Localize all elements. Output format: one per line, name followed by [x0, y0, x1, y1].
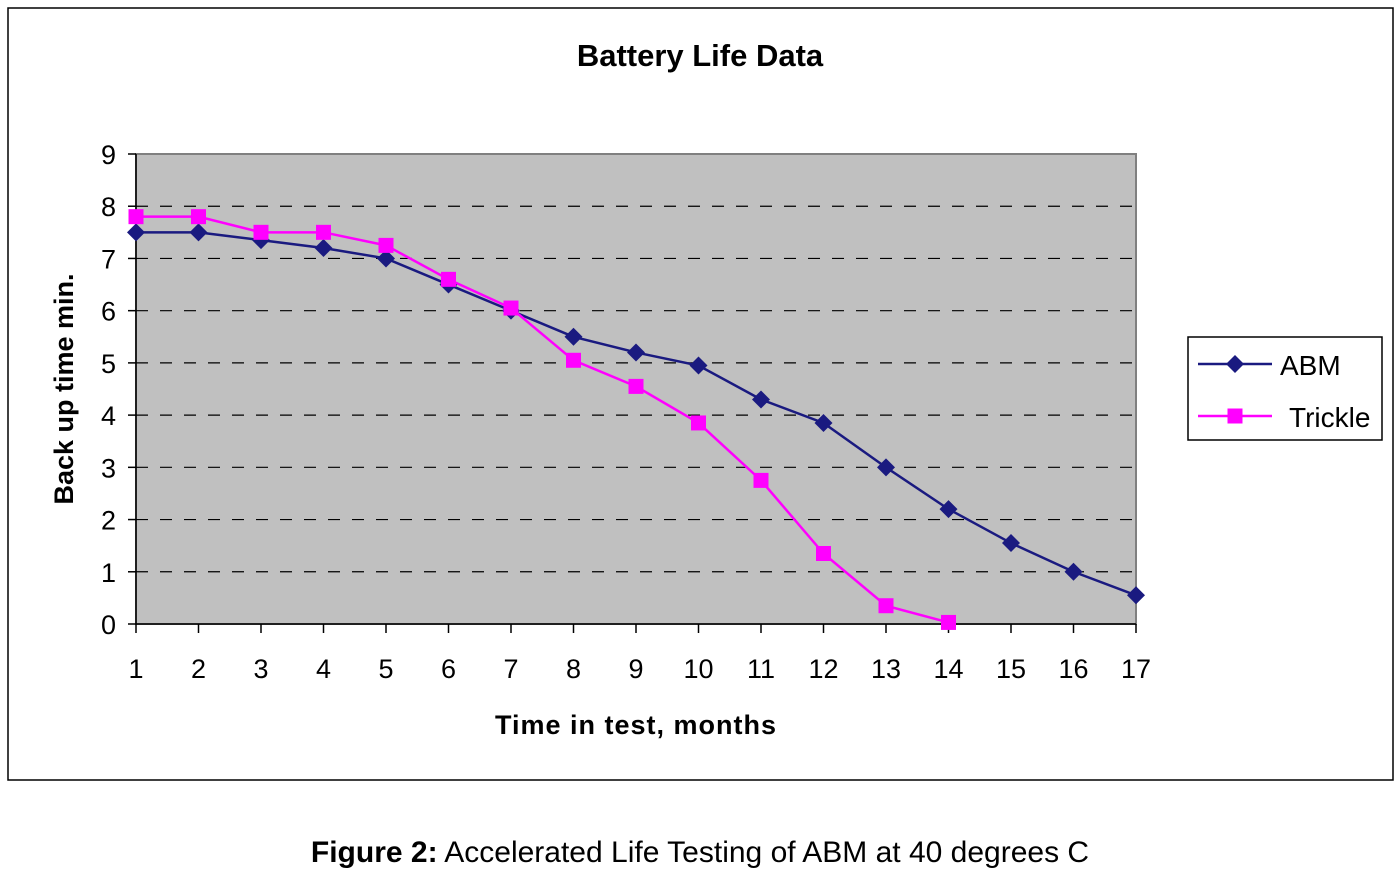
y-tick-label: 0 [101, 610, 116, 640]
data-point-abm [564, 327, 583, 346]
data-point-abm [1002, 534, 1020, 553]
y-tick-label: 3 [101, 453, 116, 483]
x-tick-label: 16 [1058, 654, 1088, 684]
data-point-trickle [128, 209, 144, 225]
x-tick-label: 9 [628, 654, 643, 684]
y-tick-label: 8 [101, 192, 116, 222]
legend: ABM Trickle [1187, 336, 1383, 441]
y-tick-label: 7 [101, 244, 116, 274]
figure-caption: Figure 2: Accelerated Life Testing of AB… [0, 836, 1400, 870]
data-point-abm [689, 356, 708, 375]
y-tick-label: 5 [101, 349, 116, 379]
x-axis-title: Time in test, months [495, 710, 777, 740]
data-point-abm [189, 223, 208, 242]
data-point-trickle [253, 224, 269, 240]
data-point-trickle [441, 271, 456, 287]
data-point-trickle [691, 415, 706, 431]
data-point-trickle [566, 352, 581, 368]
data-point-trickle [191, 209, 206, 225]
legend-marker-abm [1226, 355, 1244, 373]
x-tick-label: 4 [316, 654, 331, 684]
data-point-trickle [628, 378, 644, 394]
x-tick-label: 8 [566, 654, 581, 684]
data-point-abm [877, 458, 895, 477]
data-point-abm [314, 239, 333, 257]
x-tick-label: 11 [747, 654, 775, 684]
caption-text: Accelerated Life Testing of ABM at 40 de… [437, 836, 1090, 869]
y-tick-label: 1 [101, 558, 116, 588]
x-tick-label: 12 [808, 654, 838, 684]
x-tick-label: 5 [378, 654, 393, 684]
y-tick-label: 9 [101, 140, 116, 170]
data-point-abm [939, 500, 958, 519]
data-point-trickle [816, 546, 831, 561]
data-point-abm [377, 249, 395, 268]
y-tick-label: 4 [101, 401, 116, 431]
x-tick-label: 3 [253, 654, 268, 684]
x-tick-label: 2 [191, 654, 206, 684]
series [127, 209, 1145, 630]
y-tick-label: 6 [101, 297, 116, 327]
data-point-trickle [941, 614, 956, 630]
series-trickle [128, 209, 956, 630]
series-line-trickle [136, 215, 949, 624]
x-tick-label: 15 [996, 654, 1026, 684]
data-point-trickle [316, 224, 331, 240]
x-tick-label: 17 [1121, 654, 1151, 684]
data-point-abm [127, 223, 145, 242]
y-axis-title: Back up time min. [49, 273, 79, 504]
x-tick-label: 14 [933, 654, 963, 684]
legend-label-trickle: Trickle [1289, 402, 1370, 433]
data-point-abm [752, 390, 770, 409]
legend-label-abm: ABM [1280, 350, 1341, 381]
legend-marker-trickle [1227, 408, 1243, 424]
x-tick-label: 6 [441, 654, 456, 684]
chart-title: Battery Life Data [577, 38, 824, 73]
caption-label: Figure 2: [310, 836, 438, 869]
x-tick-label: 7 [503, 654, 518, 684]
data-point-abm [1127, 586, 1145, 605]
x-tick-label: 10 [683, 654, 713, 684]
legend-box [1187, 336, 1383, 441]
data-point-trickle [753, 472, 769, 488]
data-point-abm [627, 343, 645, 362]
data-point-abm [814, 413, 833, 432]
data-point-abm [1064, 562, 1083, 581]
x-tick-label: 13 [871, 654, 901, 684]
x-tick-label: 1 [128, 654, 143, 684]
data-point-trickle [378, 237, 394, 253]
data-point-trickle [503, 300, 519, 316]
y-tick-label: 2 [101, 506, 116, 536]
data-point-trickle [878, 598, 894, 614]
